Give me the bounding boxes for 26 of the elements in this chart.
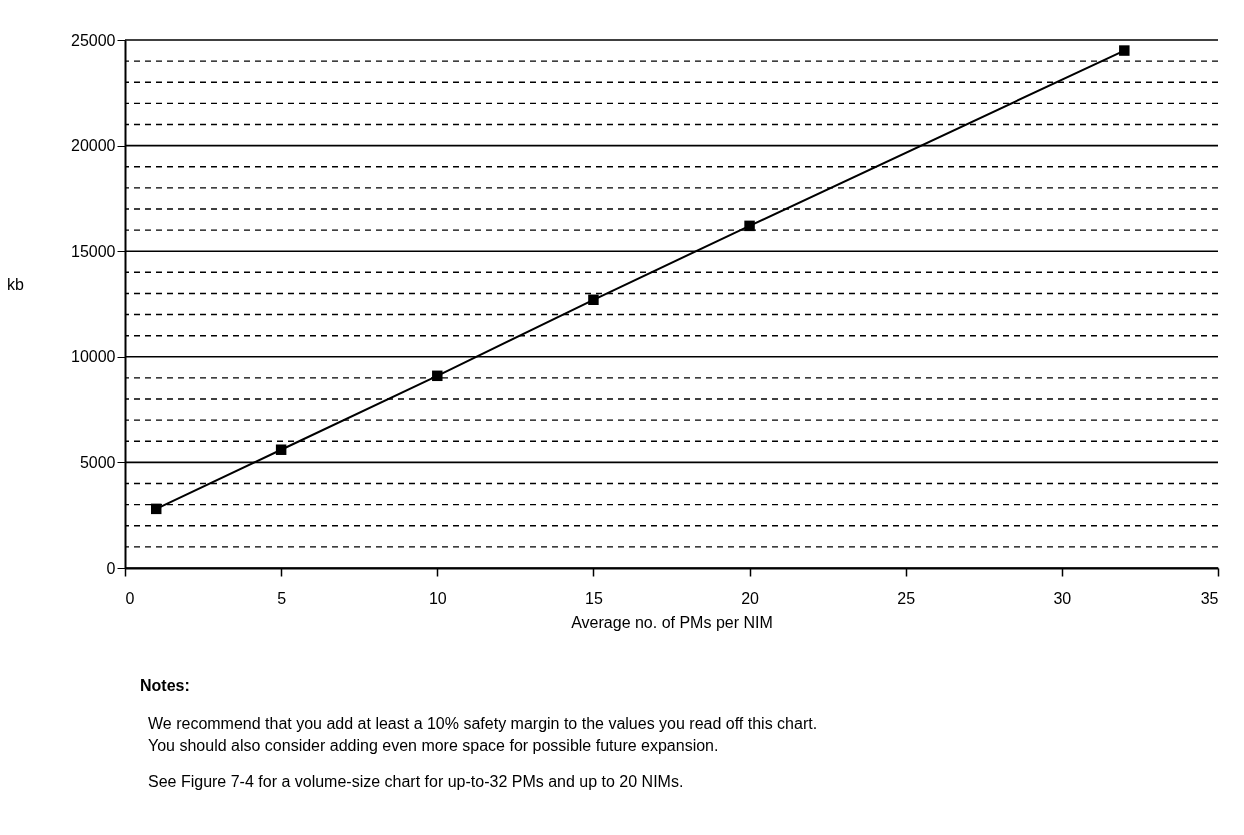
y-tick-label: 5000 bbox=[79, 453, 116, 471]
y-tick-label: 10000 bbox=[71, 348, 116, 366]
x-tick-label: 15 bbox=[585, 589, 603, 607]
y-tick-label: 20000 bbox=[71, 137, 116, 155]
point bbox=[744, 220, 755, 232]
point bbox=[150, 503, 162, 515]
point bbox=[588, 294, 599, 306]
x-tick-label: 10 bbox=[428, 589, 447, 607]
x-tick-label: 20 bbox=[741, 589, 760, 607]
y-axis-title: kb bbox=[7, 275, 25, 293]
text: Notes: bbox=[140, 677, 190, 694]
x-tick-label: 0 bbox=[125, 589, 135, 607]
point bbox=[275, 444, 287, 455]
point bbox=[432, 370, 443, 382]
x-tick-label: 25 bbox=[897, 589, 916, 607]
text: You should also consider adding even more space for possible future expansion. bbox=[148, 737, 719, 754]
text: We recommend that you add at least a 10% safety margin to the values you read off this chart. bbox=[148, 715, 818, 732]
y-tick-label: 15000 bbox=[71, 242, 116, 260]
x-tick-label: 35 bbox=[1200, 589, 1219, 607]
x-tick-label: 30 bbox=[1053, 589, 1072, 607]
y-tick-label: 25000 bbox=[71, 31, 116, 49]
x-axis-title: Average no. of PMs per NIM bbox=[571, 613, 773, 631]
point bbox=[1119, 45, 1130, 56]
x-tick-label: 5 bbox=[277, 589, 287, 607]
y-tick-label: 0 bbox=[106, 559, 116, 577]
text: See Figure 7-4 for a volume-size chart for up-to-32 PMs and up to 20 NIMs. bbox=[148, 773, 684, 790]
